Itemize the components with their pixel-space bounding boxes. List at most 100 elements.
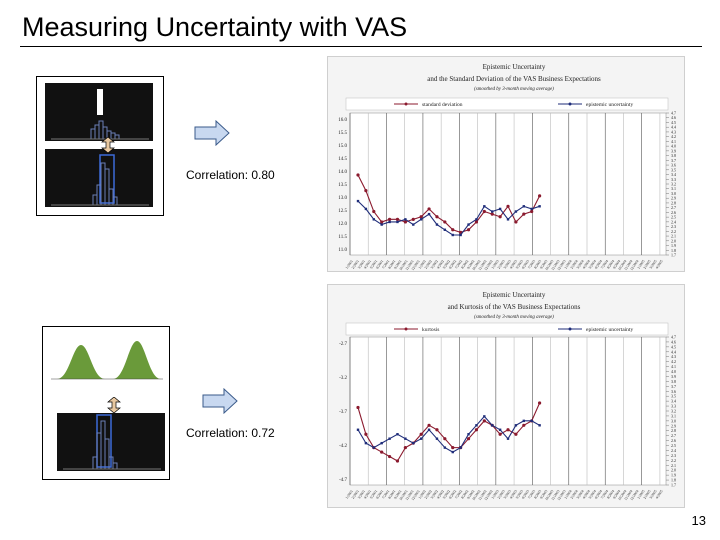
y2-tick-label: 4.0 [671,369,676,374]
data-point [451,233,454,237]
x-tick-label: 1/2004 [564,489,573,500]
x-tick-label: 4/2003 [509,259,518,270]
x-tick-label: 10/2002 [471,259,481,271]
x-tick-label: 6/2002 [448,489,457,500]
x-tick-label: 5/2004 [588,489,597,500]
x-tick-label: 5/2002 [442,259,451,270]
x-tick-label: 3/2001 [357,489,366,500]
data-point [443,228,447,231]
histogram-highlight-bar [97,89,103,115]
y2-tick-label: 4.5 [671,120,676,125]
y2-tick-label: 2.0 [671,238,676,243]
data-point [498,428,502,431]
data-point [522,419,526,423]
x-tick-label: 5/2003 [515,259,524,270]
y2-tick-label: 3.8 [671,379,676,384]
data-point [474,428,479,432]
x-tick-label: 6/2003 [521,489,530,500]
x-tick-label: 1/2001 [345,489,354,500]
data-point [404,437,407,440]
data-point [498,215,502,219]
y2-tick-label: 2.0 [671,468,676,473]
x-tick-label: 9/2001 [393,489,402,500]
y2-tick-label: 3.7 [671,158,676,163]
data-point [443,437,447,441]
x-tick-label: 9/2004 [612,489,621,500]
x-tick-label: 3/2005 [649,259,658,270]
data-point [538,401,542,405]
x-tick-label: 7/2004 [600,489,609,500]
data-point [483,415,486,418]
bell-curves [51,341,163,380]
x-tick-label: 4/2001 [363,489,372,500]
data-point [380,223,383,226]
y2-tick-label: 2.7 [671,433,676,438]
x-tick-label: 3/2004 [576,489,585,500]
y-tick-label: 12.0 [338,222,347,227]
x-tick-label: 4/2004 [582,259,591,270]
y2-tick-label: 4.2 [671,359,676,364]
title-divider [20,46,702,47]
data-point [364,441,368,445]
series-line-epistemic [357,200,540,236]
data-point [451,450,454,454]
data-point [451,228,455,232]
data-point [506,218,510,221]
histogram-panel-1 [45,83,153,141]
x-tick-label: 6/2001 [375,259,384,270]
y2-tick-label: 2.4 [671,448,676,453]
histogram-panel-3 [57,413,165,471]
x-tick-label: 3/2005 [649,489,658,500]
y-tick-label: 11.0 [338,248,347,253]
x-tick-label: 1/2004 [564,259,573,270]
data-point [427,207,431,211]
data-point [467,433,470,436]
y2-tick-label: 3.6 [671,389,676,394]
y2-tick-label: 2.6 [671,210,676,215]
x-tick-label: 2/2001 [351,489,360,500]
x-tick-label: 5/2001 [369,489,378,500]
x-tick-label: 9/2004 [612,259,621,270]
y2-tick-label: 3.4 [671,399,676,404]
y-tick-label: 11.5 [338,235,347,240]
y2-tick-label: 4.7 [671,111,676,116]
bell-curve-2 [113,341,161,379]
data-point [435,215,439,219]
data-point [482,419,486,423]
x-tick-label: 5/2002 [442,489,451,500]
data-point [467,223,470,226]
x-tick-label: 2/2002 [424,489,433,500]
x-tick-label: 1/2002 [418,489,427,500]
y2-tick-label: 2.9 [671,196,676,201]
y-tick-label: -3.2 [339,376,347,381]
data-point [388,220,391,224]
y2-tick-label: 3.7 [671,384,676,389]
data-point [498,432,502,436]
x-tick-label: 3/2002 [430,489,439,500]
y2-tick-label: 4.1 [671,364,676,369]
data-point [435,437,439,440]
data-point [404,218,407,221]
data-point [466,437,471,441]
y-tick-label: 14.0 [338,170,347,175]
chart-svg-kurtosis: Epistemic Uncertainty and Kurtosis of the… [339,291,676,501]
y2-tick-label: 3.9 [671,148,676,153]
x-tick-label: 8/2002 [460,259,469,270]
y2-tick-label: 4.0 [671,144,676,149]
x-tick-label: 10/2003 [544,259,554,271]
y2-tick-label: 1.8 [671,478,676,483]
data-point [403,446,407,450]
x-tick-label: 12/2002 [484,259,494,271]
x-tick-label: 1/2001 [345,259,354,270]
x-tick-label: 7/2001 [381,489,390,500]
y2-tick-label: 3.1 [671,413,676,418]
y2-tick-label: 1.7 [671,253,676,258]
chart-title: Epistemic Uncertainty [483,63,546,71]
legend-marker [404,327,408,331]
x-tick-label: 5/2004 [588,259,597,270]
data-point [538,194,542,198]
data-point [427,212,431,216]
x-tick-label: 8/2001 [387,259,396,270]
x-tick-label: 6/2004 [594,489,603,500]
data-point [356,173,360,177]
